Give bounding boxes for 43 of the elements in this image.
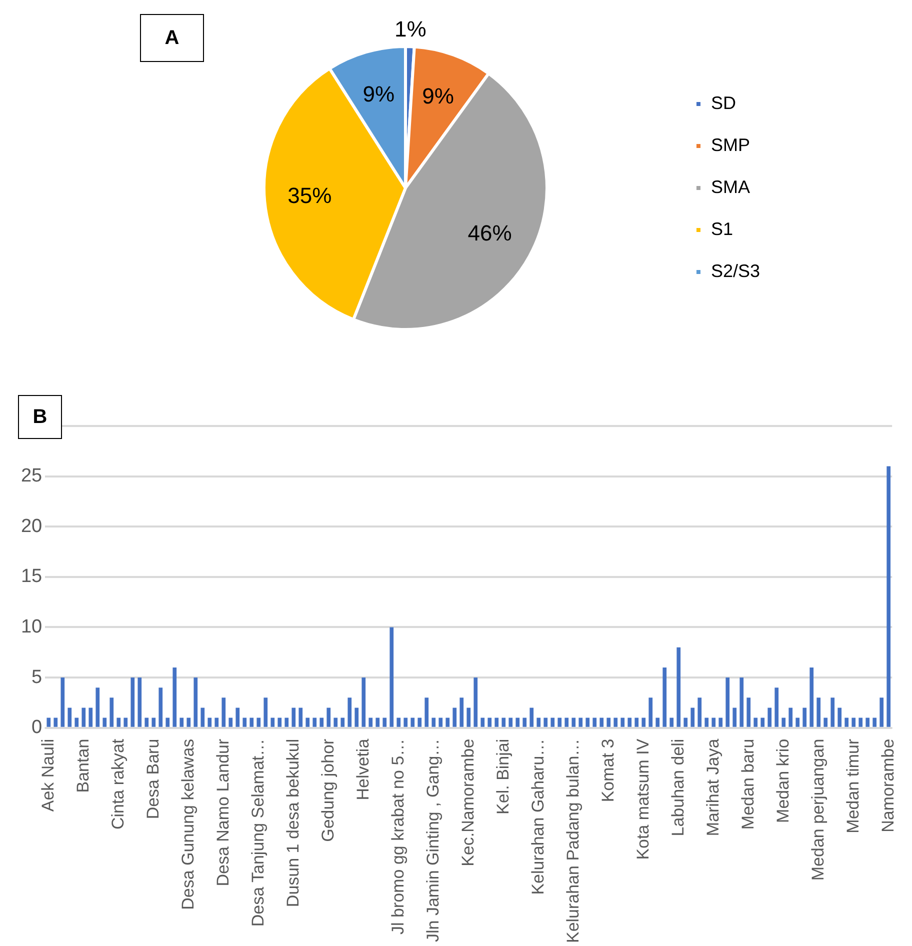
x-tick-label: Bantan	[73, 738, 92, 793]
x-tick-label: Komat 3	[598, 738, 618, 802]
x-tick-label: Gedung johor	[318, 738, 338, 842]
legend-label: S1	[710, 218, 733, 239]
x-tick-label: Medan baru	[738, 738, 758, 830]
x-tick-label: Helvetia	[353, 738, 372, 800]
x-tick-label: Kelurahan Gaharu…	[528, 738, 548, 895]
x-tick-label: Labuhan deli	[668, 738, 688, 836]
data-label: 1%	[394, 16, 426, 42]
data-label: 46%	[468, 220, 512, 246]
legend-label: SMA	[710, 176, 750, 197]
x-tick-label: Kec.Namorambe	[458, 738, 478, 866]
legend-label: SD	[710, 92, 736, 113]
x-tick-label: Jln Jamin Ginting , Gang…	[423, 738, 442, 942]
data-label: 35%	[288, 183, 332, 208]
x-tick-label: Marihat Jaya	[703, 738, 722, 836]
x-tick-label: Desa Tanjung Selamat…	[248, 738, 268, 927]
annotation: B	[18, 395, 62, 439]
x-tick-label: Desa Baru	[143, 738, 162, 820]
x-tick-label: Medan perjuangan	[808, 738, 828, 881]
y-tick-label: 10	[20, 616, 42, 638]
y-tick-label: 20	[20, 516, 42, 537]
x-tick-label: Medan timur	[843, 738, 862, 834]
text: A	[140, 14, 204, 62]
x-tick-label: Dusun 1 desa bekukul	[283, 738, 302, 908]
y-tick-label: 0	[32, 717, 42, 738]
x-tick-label: Desa Namo Landur	[213, 738, 232, 886]
y-tick-label: 15	[20, 566, 42, 588]
x-tick-label: Cinta rakyat	[108, 738, 128, 830]
x-tick-label: Desa Gunung kelawas	[178, 738, 198, 910]
y-tick-label: 5	[32, 666, 42, 688]
x-tick-label: Namorambe	[878, 738, 898, 832]
x-tick-label: Jl bromo gg krabat no 5…	[388, 738, 408, 934]
data-label: 9%	[362, 82, 395, 107]
x-tick-label: Kel. Binjai	[493, 738, 512, 814]
legend-label: S2/S3	[710, 260, 760, 281]
y-tick-label: 25	[20, 466, 42, 487]
data-label: 9%	[422, 84, 454, 109]
legend-label: SMP	[710, 134, 750, 155]
x-tick-label: Kelurahan Padang bulan…	[563, 738, 582, 944]
x-tick-label: Medan krio	[773, 738, 792, 823]
x-tick-label: Kota matsum IV	[633, 738, 652, 860]
x-tick-label: Aek Nauli	[38, 738, 58, 812]
